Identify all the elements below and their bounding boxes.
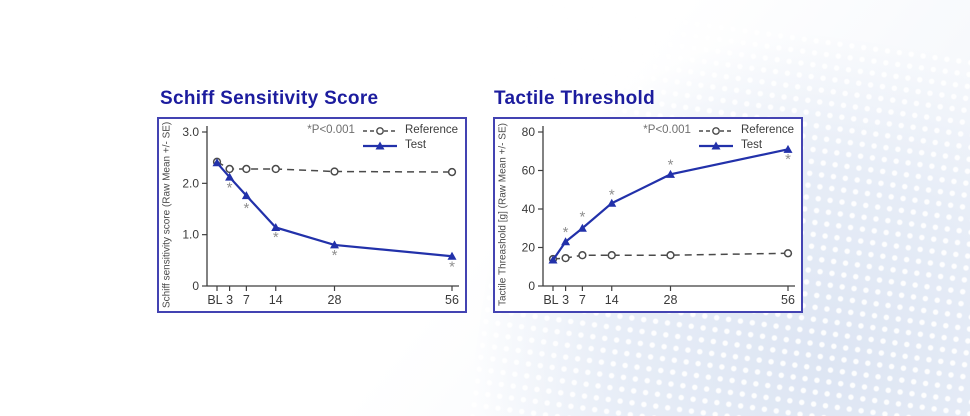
significance-asterisk: *	[579, 209, 585, 226]
reference-line-marker-icon	[362, 126, 398, 136]
marker-open-circle	[783, 249, 793, 258]
x-tick-label: 7	[243, 293, 250, 307]
x-tick-label: 7	[579, 293, 586, 307]
marker-triangle	[607, 198, 617, 207]
marker-triangle	[330, 240, 339, 249]
marker-triangle	[666, 169, 675, 178]
chart-title-tactile: Tactile Threshold	[494, 88, 655, 109]
marker-triangle	[241, 191, 251, 200]
chart-panel-schiff: Schiff sensitivity score (Raw Mean +/- S…	[157, 117, 467, 313]
marker-open-circle	[271, 164, 280, 174]
marker-triangle	[561, 237, 571, 246]
x-tick-label: 3	[562, 293, 569, 307]
chart-panel-tactile: Tactile Threashold [g] (Raw Mean +/- SE)…	[493, 117, 803, 313]
y-tick-label: 20	[522, 241, 536, 255]
significance-note: *P<0.001	[643, 124, 691, 136]
marker-open-circle	[242, 164, 251, 174]
x-tick-label: 28	[664, 293, 678, 307]
legend: *P<0.001 Reference Test	[307, 124, 458, 152]
marker-open-circle	[607, 251, 616, 260]
x-tick-label: 3	[226, 293, 233, 307]
legend-label-reference: Reference	[404, 124, 458, 136]
significance-asterisk: *	[668, 157, 674, 174]
significance-asterisk: *	[609, 187, 615, 204]
test-line-marker-icon	[362, 141, 398, 151]
y-tick-label: 0	[192, 279, 199, 293]
marker-triangle	[225, 172, 235, 181]
marker-open-circle	[666, 251, 675, 260]
y-tick-label: 80	[522, 125, 536, 139]
chart-title-schiff: Schiff Sensitivity Score	[160, 88, 379, 109]
marker-triangle	[783, 144, 793, 153]
test-line-marker-icon	[698, 141, 734, 151]
y-tick-label: 2.0	[182, 176, 199, 190]
significance-asterisk: *	[785, 151, 791, 168]
significance-asterisk: *	[227, 179, 233, 196]
marker-triangle	[548, 255, 558, 264]
marker-open-circle	[561, 253, 570, 263]
significance-asterisk: *	[273, 229, 279, 246]
legend-label-reference: Reference	[740, 124, 794, 136]
marker-open-circle	[578, 251, 587, 260]
y-axis-label: Tactile Threashold [g] (Raw Mean +/- SE)	[497, 123, 509, 307]
x-tick-label: 14	[605, 293, 619, 307]
marker-open-circle	[447, 167, 457, 177]
schiff-plot-area: 0 1.0 2.0 3.0 BL 3 7 14 28 56 * * * * *	[182, 125, 459, 307]
y-tick-label: 3.0	[182, 125, 199, 139]
significance-note: *P<0.001	[307, 124, 355, 136]
reference-line-marker-icon	[698, 126, 734, 136]
x-tick-label: 56	[781, 293, 795, 307]
series-line-test	[216, 162, 453, 258]
x-tick-label: 56	[445, 293, 459, 307]
y-tick-label: 60	[522, 164, 536, 178]
tactile-plot-area: 0 20 40 60 80 BL 3 7 14 28 56 * * * * *	[522, 125, 795, 307]
significance-asterisk: *	[332, 247, 338, 264]
y-tick-label: 40	[522, 202, 536, 216]
significance-asterisk: *	[563, 224, 569, 241]
y-tick-label: 1.0	[182, 228, 199, 242]
marker-triangle	[212, 158, 222, 167]
x-tick-label: BL	[543, 293, 558, 307]
series-line-reference	[552, 252, 789, 260]
x-tick-label: 28	[328, 293, 342, 307]
marker-triangle	[447, 251, 457, 260]
marker-triangle	[577, 223, 587, 232]
x-tick-label: 14	[269, 293, 283, 307]
significance-asterisk: *	[243, 200, 249, 217]
legend-label-test: Test	[404, 139, 427, 151]
legend: *P<0.001 Reference Test	[643, 124, 794, 152]
y-axis-label: Schiff sensitivity score (Raw Mean +/- S…	[161, 121, 173, 309]
y-tick-label: 0	[528, 279, 535, 293]
marker-triangle	[271, 222, 281, 231]
significance-asterisk: *	[449, 258, 455, 275]
x-tick-label: BL	[207, 293, 222, 307]
marker-open-circle	[225, 164, 234, 174]
marker-open-circle	[330, 167, 339, 176]
legend-label-test: Test	[740, 139, 763, 151]
